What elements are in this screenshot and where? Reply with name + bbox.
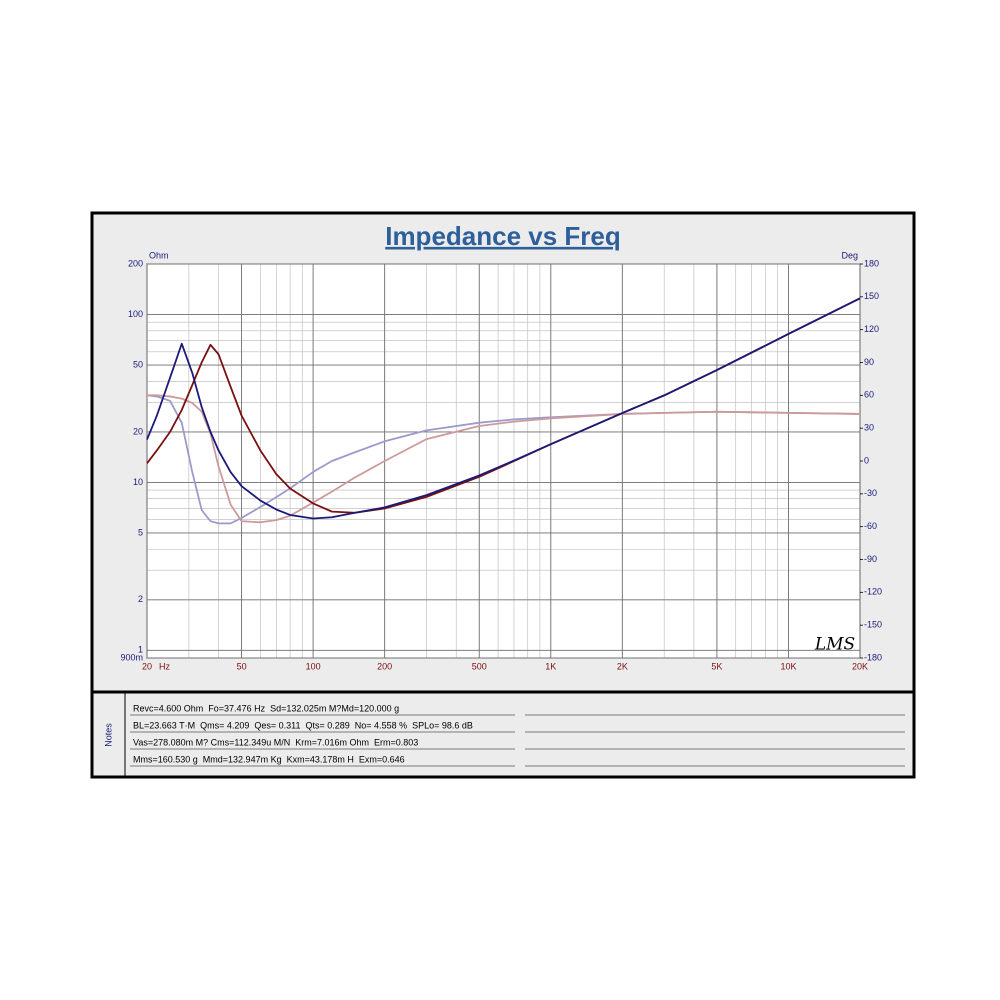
y2-tick-label: 0 (864, 455, 869, 465)
notes: Revc=4.600 Ohm Fo=37.476 Hz Sd=132.025m … (130, 703, 905, 767)
y2-tick-label: -120 (864, 587, 882, 597)
y-tick-label: 1 (138, 645, 143, 655)
x-tick-label: 10K (780, 661, 796, 671)
y2-tick-label: -180 (864, 652, 882, 662)
y-tick-label: 100 (128, 309, 143, 319)
curves (146, 297, 861, 525)
y2-tick-label: -150 (864, 620, 882, 630)
y2-tick-label: 150 (864, 291, 879, 301)
x-tick-label: 20K (852, 661, 868, 671)
impedance-curve (146, 297, 861, 520)
y-tick-label: 200 (128, 258, 143, 268)
y-tick-label: 20 (133, 426, 143, 436)
chart-title: Impedance vs Freq (385, 221, 621, 251)
y2-tick-label: -30 (864, 488, 877, 498)
x-tick-label: 50 (237, 661, 247, 671)
impedance-curve (147, 394, 861, 524)
y2-tick-label: -60 (864, 521, 877, 531)
y-unit: Ohm (149, 250, 169, 260)
note-text: Vas=278.080m M? Cms=112.349u M/N Krm=7.0… (133, 737, 418, 747)
x-tick-label: 1K (545, 661, 556, 671)
y-tick-label: 50 (133, 359, 143, 369)
grid (146, 263, 863, 659)
x-tick-label: 200 (377, 661, 392, 671)
logo: LMS (814, 635, 855, 655)
y-tick-label: 10 (133, 477, 143, 487)
y-tick-label: 900m (120, 652, 143, 662)
y2-unit: Deg (841, 250, 858, 260)
note-text: Revc=4.600 Ohm Fo=37.476 Hz Sd=132.025m … (133, 703, 399, 713)
x-unit: Hz (159, 661, 170, 671)
y2-tick-label: 30 (864, 423, 874, 433)
y-tick-label: 5 (138, 527, 143, 537)
y2-tick-label: 90 (864, 357, 874, 367)
plot-area (146, 263, 861, 659)
x-tick-label: 5K (711, 661, 722, 671)
x-tick-label: 500 (472, 661, 487, 671)
x-tick-label: 20 (142, 661, 152, 671)
x-tick-label: 2K (617, 661, 628, 671)
y2-tick-label: 180 (864, 258, 879, 268)
note-text: Mms=160.530 g Mmd=132.947m Kg Kxm=43.178… (133, 754, 405, 764)
x-tick-label: 100 (306, 661, 321, 671)
y2-tick-label: -90 (864, 554, 877, 564)
y-tick-label: 2 (138, 594, 143, 604)
y2-tick-label: 60 (864, 390, 874, 400)
y2-tick-label: 120 (864, 324, 879, 334)
note-text: BL=23.663 T·M Qms= 4.209 Qes= 0.311 Qts=… (133, 720, 473, 730)
notes-label: Notes (103, 723, 113, 747)
